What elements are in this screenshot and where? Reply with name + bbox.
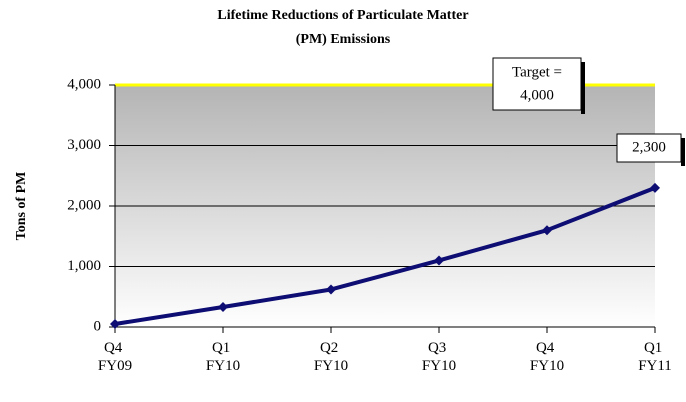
annotation: Target = [512,64,562,80]
marker [218,302,228,313]
y-tick-label: 0 [94,318,102,334]
marker [110,318,120,329]
annotation: 2,300 [632,139,666,155]
chart-title: Lifetime Reductions of Particulate Matte… [217,8,468,23]
x-tick-label: Q3 FY10 [422,340,456,374]
marker [542,225,552,236]
annotation-shadow [581,62,585,114]
line [114,185,656,326]
marker [434,255,444,266]
y-axis-label: Tons of PM [14,172,29,241]
marker [650,182,660,193]
y-tick-label: 4,000 [67,76,101,92]
x-tick-label: Q4 FY09 [98,340,132,374]
marker [326,284,336,295]
x-tick-label: Q1 FY10 [206,340,240,374]
x-tick-label: Q1 FY11 [638,340,672,374]
chart-title: (PM) Emissions [296,32,391,47]
annotation: 4,000 [520,87,554,103]
y-tick-label: 2,000 [67,197,101,213]
y-tick-label: 1,000 [67,258,101,274]
x-tick-label: Q4 FY10 [530,340,564,374]
x-tick-label: Q2 FY10 [314,340,348,374]
annotation-shadow [681,138,685,166]
y-tick-label: 3,000 [67,137,101,153]
